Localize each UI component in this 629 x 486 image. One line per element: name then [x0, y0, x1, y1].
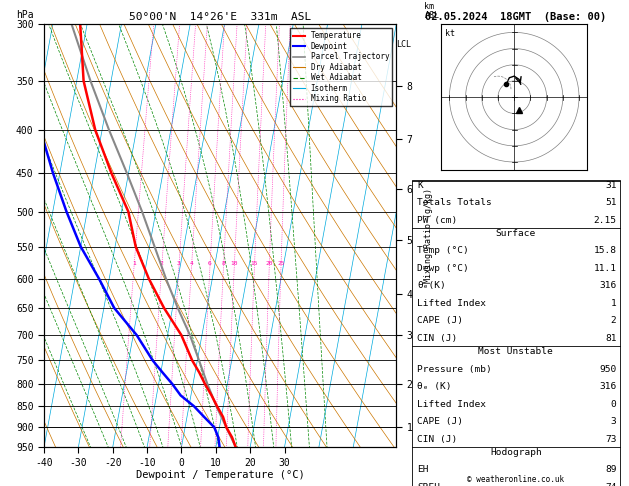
Text: Totals Totals: Totals Totals — [417, 198, 492, 208]
Text: 0: 0 — [611, 399, 616, 409]
Legend: Temperature, Dewpoint, Parcel Trajectory, Dry Adiabat, Wet Adiabat, Isotherm, Mi: Temperature, Dewpoint, Parcel Trajectory… — [290, 28, 392, 106]
Text: kt: kt — [445, 29, 455, 38]
Text: 11.1: 11.1 — [593, 264, 616, 273]
Text: Lifted Index: Lifted Index — [417, 299, 486, 308]
Text: 4: 4 — [190, 261, 194, 266]
Text: 3: 3 — [177, 261, 181, 266]
Text: Lifted Index: Lifted Index — [417, 399, 486, 409]
Text: 1: 1 — [611, 299, 616, 308]
Text: 20: 20 — [265, 261, 273, 266]
Text: θₑ (K): θₑ (K) — [417, 382, 452, 391]
Text: 6: 6 — [208, 261, 212, 266]
Text: Surface: Surface — [496, 229, 536, 238]
Text: © weatheronline.co.uk: © weatheronline.co.uk — [467, 474, 564, 484]
Text: Most Unstable: Most Unstable — [479, 347, 553, 356]
Text: CAPE (J): CAPE (J) — [417, 417, 463, 426]
Text: 1: 1 — [132, 261, 136, 266]
Text: 8: 8 — [221, 261, 225, 266]
Text: CAPE (J): CAPE (J) — [417, 316, 463, 326]
Text: Mixing Ratio (g/kg): Mixing Ratio (g/kg) — [425, 188, 433, 283]
Text: 316: 316 — [599, 382, 616, 391]
Text: 2.15: 2.15 — [593, 216, 616, 225]
Text: 15: 15 — [251, 261, 259, 266]
X-axis label: Dewpoint / Temperature (°C): Dewpoint / Temperature (°C) — [136, 470, 304, 480]
Text: PW (cm): PW (cm) — [417, 216, 457, 225]
Text: EH: EH — [417, 466, 428, 474]
Title: 50°00'N  14°26'E  331m  ASL: 50°00'N 14°26'E 331m ASL — [129, 12, 311, 22]
Text: LCL: LCL — [396, 40, 411, 49]
Text: 2: 2 — [160, 261, 164, 266]
Text: 02.05.2024  18GMT  (Base: 00): 02.05.2024 18GMT (Base: 00) — [425, 12, 606, 22]
Text: CIN (J): CIN (J) — [417, 434, 457, 444]
Text: 2: 2 — [611, 316, 616, 326]
Text: 10: 10 — [231, 261, 238, 266]
Text: 25: 25 — [277, 261, 285, 266]
Text: 81: 81 — [605, 334, 616, 343]
Text: hPa: hPa — [16, 10, 33, 20]
Text: 3: 3 — [611, 417, 616, 426]
Text: 950: 950 — [599, 364, 616, 374]
Text: 316: 316 — [599, 281, 616, 291]
Text: km
ASL: km ASL — [425, 2, 440, 20]
Text: Dewp (°C): Dewp (°C) — [417, 264, 469, 273]
Text: 51: 51 — [605, 198, 616, 208]
Text: θₑ(K): θₑ(K) — [417, 281, 446, 291]
Text: 15.8: 15.8 — [593, 246, 616, 256]
Text: 73: 73 — [605, 434, 616, 444]
Text: SREH: SREH — [417, 483, 440, 486]
Text: Hodograph: Hodograph — [490, 448, 542, 457]
Text: Pressure (mb): Pressure (mb) — [417, 364, 492, 374]
Text: CIN (J): CIN (J) — [417, 334, 457, 343]
Text: 74: 74 — [605, 483, 616, 486]
Text: 89: 89 — [605, 466, 616, 474]
Text: 31: 31 — [605, 181, 616, 190]
Text: Temp (°C): Temp (°C) — [417, 246, 469, 256]
Text: K: K — [417, 181, 423, 190]
